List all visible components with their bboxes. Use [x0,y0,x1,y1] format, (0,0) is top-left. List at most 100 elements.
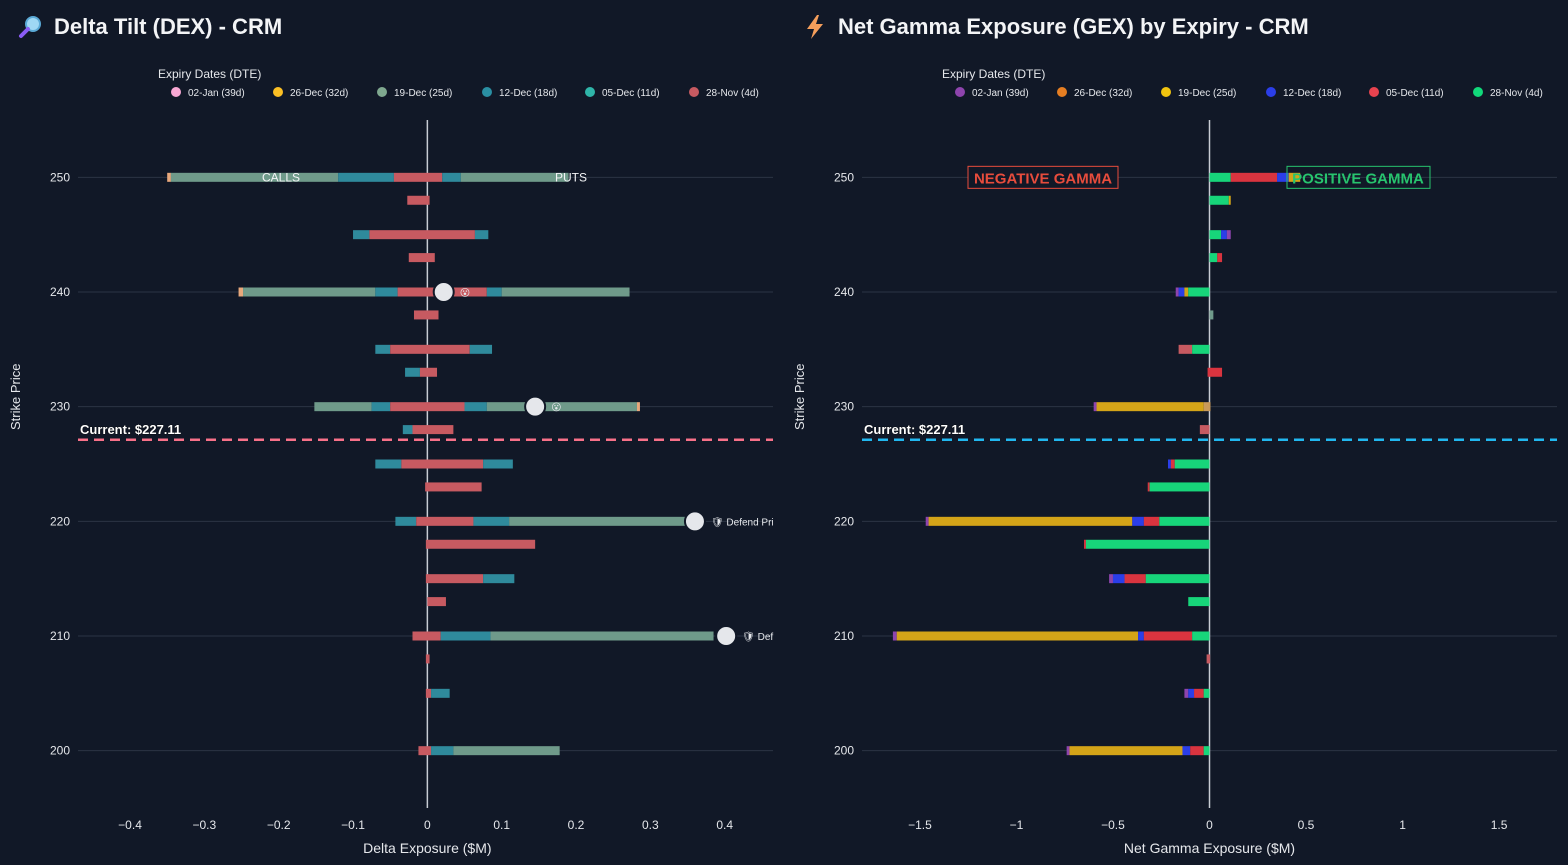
gex-bar-segment [1188,597,1210,607]
dex-x-tick-label: 0.1 [493,818,510,832]
dex-legend-label: 02-Jan (39d) [188,88,245,99]
dex-bar-segment [419,367,438,377]
gex-legend-swatch [1057,87,1067,97]
gex-bar-segment [1112,574,1125,584]
gex-bar-segment [1207,367,1223,377]
dex-bar-segment [390,402,465,412]
gex-bar-segment [1217,253,1223,263]
gex-x-tick-label: −0.5 [1101,818,1125,832]
dex-x-axis-label: Delta Exposure ($M) [363,840,491,856]
dex-x-tick-label: 0.2 [568,818,585,832]
dex-bar-segment [375,287,398,297]
gex-bar-segment [928,516,1133,526]
gex-positive-gamma-label: POSITIVE GAMMA [1292,170,1424,187]
gex-bar-segment [1175,287,1179,297]
gex-bar-segment [1199,425,1210,435]
gex-negative-gamma-box [967,165,1119,189]
dex-legend-label: 05-Dec (11d) [602,88,660,99]
gex-y-tick-label: 220 [834,514,854,528]
gex-legend-label: 19-Dec (25d) [1178,88,1236,99]
dex-legend-label: 28-Nov (4d) [706,88,759,99]
dex-bar-segment [407,195,430,205]
gex-bar-segment [1188,688,1195,698]
gex-bar-segment [1138,631,1144,641]
dex-legend-title: Expiry Dates (DTE) [158,67,261,81]
gex-bar-segment [1167,459,1171,469]
gex-bar-segment [1159,516,1210,526]
dex-bar-segment [453,746,560,756]
dex-bar-segment [442,172,461,182]
dex-puts-annotation: PUTS [555,170,587,184]
dex-y-tick-label: 240 [50,285,70,299]
dex-x-tick-label: −0.2 [267,818,291,832]
dex-marker-dot [432,281,455,303]
gex-bar-segment [1143,631,1193,641]
gex-bar-segment [1178,344,1193,354]
dex-bar-segment [483,459,513,469]
dex-bar-segment [401,459,484,469]
gex-bar-segment [1124,574,1146,584]
dex-bar-segment [418,746,432,756]
dex-y-tick-label: 200 [50,744,70,758]
dex-bar-segment [425,574,484,584]
dex-bar-segment [369,230,475,240]
gex-bar-segment [1190,746,1204,756]
dex-title-text: Delta Tilt (DEX) - CRM [54,14,283,39]
gex-bar-segment [1221,230,1227,240]
gex-legend-label: 26-Dec (32d) [1074,88,1132,99]
gex-legend-title: Expiry Dates (DTE) [942,67,1045,81]
dex-bar-segment [440,631,491,641]
gex-x-tick-label: 0.5 [1298,818,1315,832]
gex-chart: Expiry Dates (DTE) 02-Jan (39d) 26-Dec (32… [834,67,1557,856]
gex-bar-segment [1084,539,1086,549]
dex-marker-badge: 😮 [460,288,470,299]
gex-legend-label: 02-Jan (39d) [972,88,1029,99]
dex-x-tick-label: 0 [424,818,431,832]
gex-bar-segment [1206,654,1211,664]
gex-legend-swatch [1161,87,1171,97]
gex-bar-segment [1277,172,1289,182]
dex-x-tick-label: −0.1 [341,818,365,832]
dex-bar-segment [314,402,372,412]
gex-bar-segment [1096,402,1204,412]
dex-y-tick-label: 230 [50,400,70,414]
dex-y-tick-label: 210 [50,629,70,643]
dex-bar-segment [402,425,413,435]
dex-bar-segment [474,230,489,240]
gex-x-tick-label: −1.5 [908,818,932,832]
lightning-icon [802,14,828,40]
dex-bar-segment [243,287,376,297]
dex-bar-segment [431,688,450,698]
dex-bar-segment [170,172,339,182]
gex-current-price-label: Current: $227.11 [864,422,965,437]
dex-bar-segment [405,367,420,377]
dex-bar-segment [469,344,493,354]
dex-chart: Expiry Dates (DTE) 02-Jan (39d) 26-Dec (32… [50,67,774,856]
dex-x-tick-label: −0.3 [193,818,217,832]
dex-bar-segment [464,402,487,412]
dex-panel: Delta Tilt (DEX) - CRM Strike Price Expi… [8,14,774,856]
gex-x-axis-label: Net Gamma Exposure ($M) [1124,840,1295,856]
dex-bar-segment [509,516,695,526]
dex-bar-segment [427,597,446,607]
dex-bar-segment [338,172,394,182]
gex-legend-label: 05-Dec (11d) [1386,88,1444,99]
dex-legend-label: 26-Dec (32d) [290,88,348,99]
gex-bar-segment [1192,631,1210,641]
gex-bar-segment [1209,310,1214,320]
gex-x-tick-label: 1.5 [1491,818,1508,832]
dex-bar-segment [353,230,370,240]
dex-bar-segment [167,172,171,182]
gex-bar-segment [1132,516,1144,526]
dex-legend-swatch [585,87,595,97]
gex-bar-segment [1209,172,1231,182]
dex-legend-label: 19-Dec (25d) [394,88,452,99]
gex-bar-segment [1209,230,1222,240]
gex-bar-segment [1203,688,1210,698]
dex-bar-segment [636,402,640,412]
gex-bar-segment [1093,402,1097,412]
magnifier-icon [18,14,44,40]
dex-bar-segment [412,631,441,641]
gex-bar-segment [1178,287,1185,297]
gex-bar-segment [1203,746,1210,756]
